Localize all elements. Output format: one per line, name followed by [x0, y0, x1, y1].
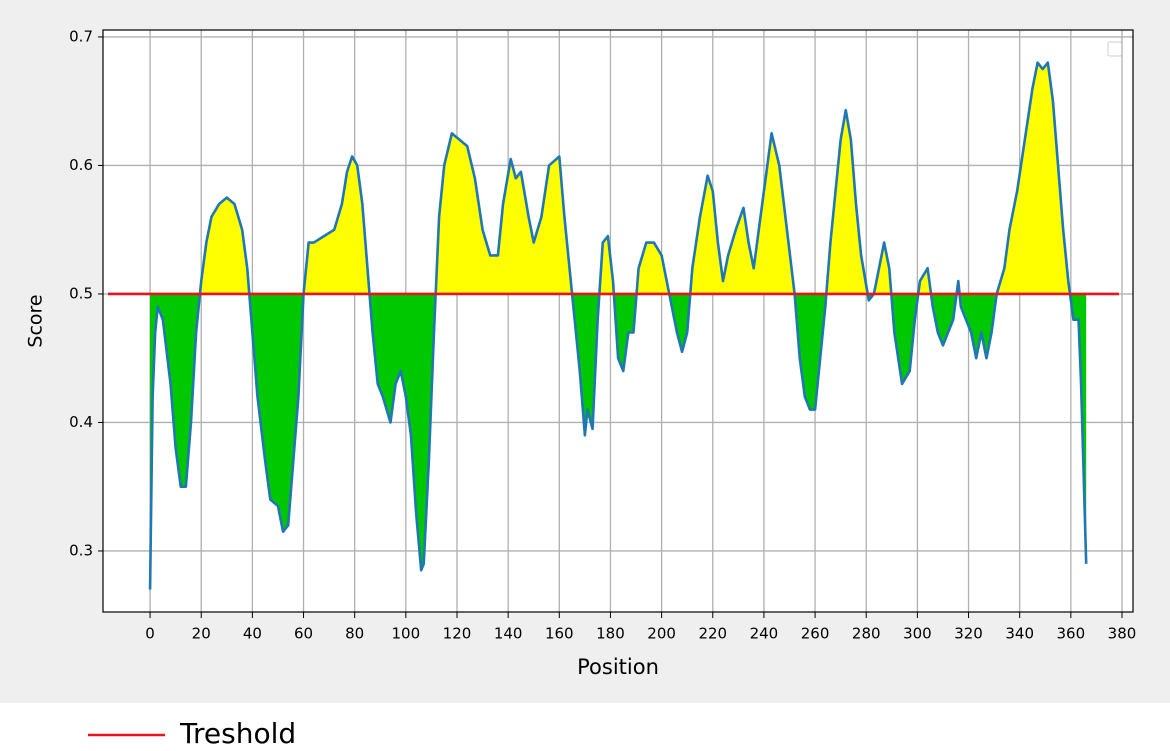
y-tick-label: 0.6 — [69, 156, 93, 174]
x-tick-label: 160 — [545, 625, 574, 643]
x-tick-label: 320 — [954, 625, 983, 643]
x-axis-label: Position — [577, 655, 659, 679]
legend-label: Treshold — [179, 717, 296, 750]
y-tick-label: 0.5 — [69, 284, 93, 302]
y-axis-label: Score — [25, 294, 47, 347]
x-tick-label: 240 — [750, 625, 779, 643]
x-tick-label: 40 — [243, 625, 262, 643]
y-tick-label: 0.7 — [69, 27, 93, 45]
score-line — [148, 61, 1088, 590]
x-tick-label: 120 — [443, 625, 472, 643]
x-tick-label: 0 — [145, 625, 155, 643]
legend-box — [1107, 41, 1123, 57]
x-tick-label: 200 — [647, 625, 676, 643]
x-tick-label: 280 — [852, 625, 881, 643]
x-tick-label: 20 — [192, 625, 211, 643]
x-tick-label: 180 — [596, 625, 625, 643]
x-tick-label: 140 — [494, 625, 523, 643]
fill-below — [150, 293, 1087, 590]
x-tick-label: 100 — [392, 625, 421, 643]
x-tick-label: 300 — [903, 625, 932, 643]
x-tick-label: 360 — [1057, 625, 1086, 643]
y-tick-label: 0.4 — [69, 413, 93, 431]
plot-frame — [102, 29, 1134, 613]
x-tick-label: 340 — [1005, 625, 1034, 643]
x-tick-label: 260 — [801, 625, 830, 643]
fill-above — [199, 62, 1070, 294]
x-tick-label: 220 — [698, 625, 727, 643]
y-tick-label: 0.3 — [69, 541, 93, 559]
x-tick-label: 380 — [1108, 625, 1137, 643]
x-tick-label: 60 — [294, 625, 313, 643]
x-tick-label: 80 — [345, 625, 364, 643]
